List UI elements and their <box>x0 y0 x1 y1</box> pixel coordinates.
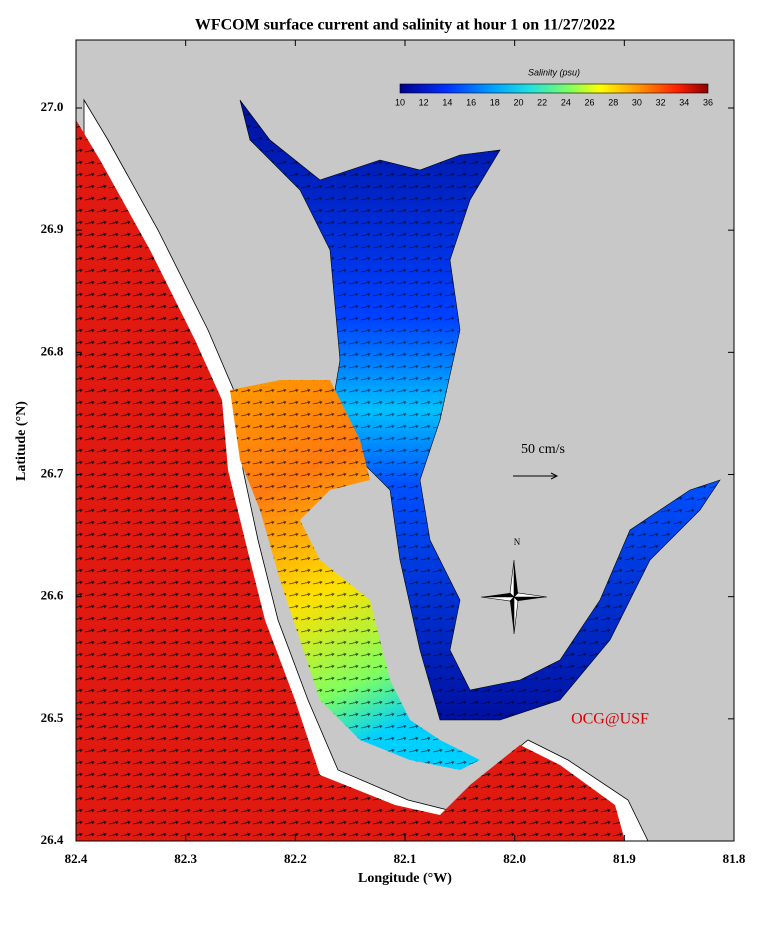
colorbar-tick-label: 30 <box>632 97 642 107</box>
scale-arrow-head <box>550 472 559 480</box>
colorbar-tick-label: 12 <box>419 97 429 107</box>
colorbar-tick-label: 34 <box>679 97 689 107</box>
map-title: WFCOM surface current and salinity at ho… <box>195 17 615 34</box>
x-tick-label: 82.0 <box>503 851 526 866</box>
credit: OCG@USF <box>571 711 649 728</box>
harbor-current-vectors <box>240 100 720 720</box>
sound-current-vectors <box>230 380 480 770</box>
y-axis-label: Latitude (°N) <box>14 401 29 481</box>
scale-label: 50 cm/s <box>521 442 565 457</box>
colorbar-tick-label: 10 <box>395 97 405 107</box>
colorbar-tick-label: 24 <box>561 97 571 107</box>
colorbar-tick-label: 26 <box>585 97 595 107</box>
x-tick-label: 82.1 <box>394 851 417 866</box>
gulf-current-vectors <box>76 120 625 841</box>
y-tick-label: 26.9 <box>41 221 64 236</box>
colorbar-label: Salinity (psu) <box>528 67 580 77</box>
colorbar-tick-label: 20 <box>513 97 523 107</box>
x-tick-label: 81.8 <box>723 851 746 866</box>
x-tick-label: 81.9 <box>613 851 636 866</box>
colorbar-tick-label: 36 <box>703 97 713 107</box>
colorbar-tick-label: 16 <box>466 97 476 107</box>
y-tick-label: 26.6 <box>41 588 64 603</box>
x-axis-label: Longitude (°W) <box>358 871 452 886</box>
colorbar-tick-label: 18 <box>490 97 500 107</box>
y-tick-label: 26.5 <box>41 710 64 725</box>
y-tick-label: 27.0 <box>41 99 64 114</box>
y-tick-label: 26.7 <box>41 465 64 480</box>
colorbar-tick-label: 14 <box>442 97 452 107</box>
x-tick-label: 82.3 <box>174 851 197 866</box>
colorbar <box>399 83 709 94</box>
colorbar-tick-label: 32 <box>656 97 666 107</box>
compass <box>480 559 548 635</box>
compass-label: N <box>514 537 521 547</box>
y-tick-label: 26.4 <box>41 832 64 847</box>
colorbar-tick-label: 22 <box>537 97 547 107</box>
y-tick-label: 26.8 <box>41 343 64 358</box>
x-tick-label: 82.2 <box>284 851 307 866</box>
x-tick-label: 82.4 <box>65 851 88 866</box>
colorbar-tick-label: 28 <box>608 97 618 107</box>
